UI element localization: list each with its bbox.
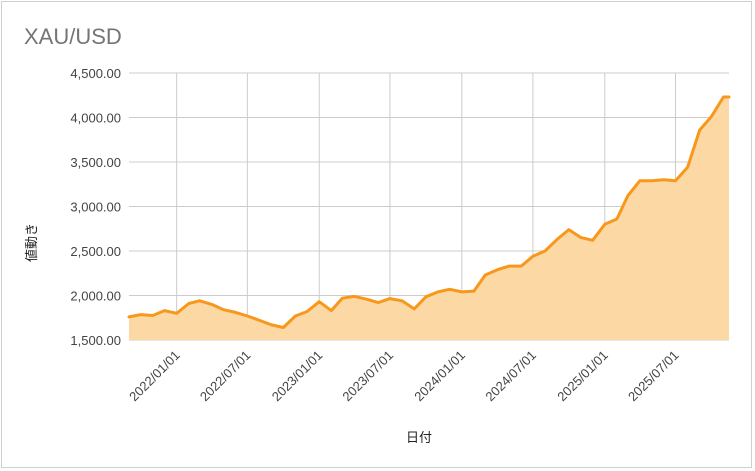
x-tick-label: 2022/07/01 bbox=[197, 348, 254, 405]
x-tick-label: 2023/01/01 bbox=[269, 348, 326, 405]
data-point bbox=[579, 236, 583, 239]
y-tick-label: 2,500.00 bbox=[70, 244, 121, 259]
data-point bbox=[388, 297, 392, 300]
data-point bbox=[234, 311, 237, 314]
data-point bbox=[222, 308, 225, 311]
data-point bbox=[246, 314, 249, 318]
data-point bbox=[710, 115, 713, 118]
data-point bbox=[460, 290, 463, 294]
data-point bbox=[686, 166, 689, 169]
x-tick-label: 2025/07/01 bbox=[625, 348, 682, 405]
data-point bbox=[662, 178, 665, 181]
series-line bbox=[127, 95, 731, 329]
data-point bbox=[543, 249, 547, 253]
data-point bbox=[603, 223, 606, 226]
data-point bbox=[210, 303, 213, 306]
y-tick-label: 2,000.00 bbox=[70, 289, 121, 304]
x-axis-title: 日付 bbox=[406, 431, 432, 446]
data-point bbox=[377, 301, 380, 304]
data-point bbox=[151, 314, 154, 317]
data-point bbox=[722, 95, 725, 99]
x-tick-label: 2025/01/01 bbox=[554, 348, 611, 405]
data-point bbox=[258, 319, 261, 322]
y-tick-label: 1,500.00 bbox=[70, 333, 121, 348]
data-point bbox=[175, 312, 178, 315]
data-point bbox=[436, 290, 440, 294]
y-tick-label: 3,500.00 bbox=[70, 155, 121, 170]
data-point bbox=[650, 179, 653, 182]
data-point bbox=[638, 179, 642, 182]
y-tick-label: 3,000.00 bbox=[70, 200, 121, 215]
data-point bbox=[531, 255, 535, 258]
y-tick-label: 4,500.00 bbox=[70, 66, 121, 81]
y-axis-title: 値動き bbox=[24, 223, 40, 262]
data-point bbox=[674, 179, 677, 182]
data-point bbox=[484, 273, 487, 277]
data-point bbox=[507, 264, 511, 268]
data-point bbox=[353, 295, 356, 298]
data-point bbox=[330, 309, 333, 312]
x-tick-label: 2022/01/01 bbox=[126, 348, 183, 405]
data-point bbox=[163, 309, 166, 312]
data-point bbox=[591, 239, 594, 242]
data-point bbox=[413, 307, 416, 311]
data-point bbox=[127, 315, 131, 319]
data-point bbox=[318, 300, 321, 303]
data-point bbox=[187, 302, 190, 305]
data-point bbox=[615, 217, 619, 221]
data-point bbox=[727, 95, 731, 99]
x-tick-label: 2024/07/01 bbox=[482, 348, 539, 405]
data-point bbox=[567, 228, 570, 231]
data-point bbox=[341, 297, 344, 300]
data-point bbox=[198, 299, 201, 302]
y-tick-label: 4,000.00 bbox=[70, 111, 121, 126]
data-point bbox=[448, 288, 451, 291]
data-point bbox=[139, 313, 142, 316]
data-point bbox=[282, 326, 285, 329]
data-point bbox=[305, 310, 309, 313]
data-point bbox=[626, 194, 629, 197]
series-area bbox=[129, 97, 729, 340]
data-point bbox=[424, 295, 428, 298]
chart-title: XAU/USD bbox=[24, 24, 122, 49]
data-point bbox=[472, 289, 476, 293]
x-tick-label: 2024/01/01 bbox=[411, 348, 468, 405]
data-point bbox=[496, 268, 499, 271]
data-point bbox=[555, 238, 559, 241]
data-point bbox=[400, 299, 404, 302]
data-point bbox=[270, 323, 273, 327]
data-point bbox=[294, 314, 297, 318]
data-point bbox=[520, 264, 523, 268]
data-point bbox=[698, 128, 701, 132]
data-point bbox=[364, 297, 368, 301]
x-tick-label: 2023/07/01 bbox=[339, 348, 396, 405]
